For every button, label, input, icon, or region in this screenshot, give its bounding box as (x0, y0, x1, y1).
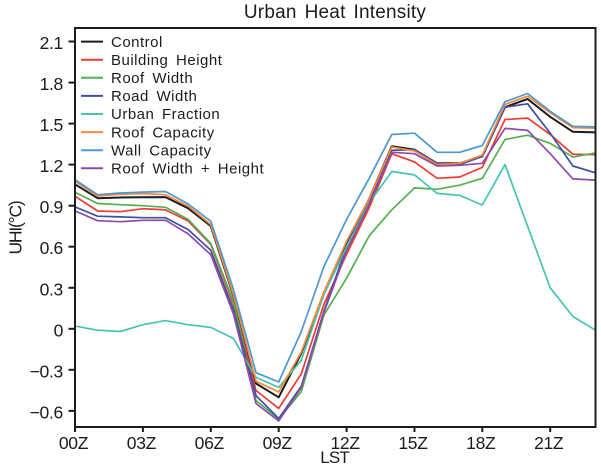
svg-text:12Z: 12Z (330, 433, 360, 453)
svg-text:1.5: 1.5 (40, 115, 63, 135)
svg-text:15Z: 15Z (398, 433, 428, 453)
svg-text:Urban Fraction: Urban Fraction (111, 106, 220, 123)
svg-text:Urban Heat Intensity: Urban Heat Intensity (244, 2, 426, 23)
svg-text:Control: Control (111, 34, 163, 51)
svg-text:1.2: 1.2 (40, 156, 63, 176)
svg-text:1.8: 1.8 (40, 74, 63, 94)
svg-text:21Z: 21Z (534, 433, 564, 453)
svg-text:2.1: 2.1 (40, 33, 63, 53)
svg-text:Roof Capacity: Roof Capacity (111, 124, 215, 141)
svg-text:0: 0 (54, 320, 64, 340)
svg-text:−0.3: −0.3 (30, 361, 63, 381)
svg-text:Roof Width: Roof Width (111, 70, 193, 87)
svg-text:−0.6: −0.6 (30, 402, 63, 422)
svg-text:06Z: 06Z (195, 433, 225, 453)
svg-text:09Z: 09Z (263, 433, 293, 453)
svg-text:0.3: 0.3 (40, 279, 63, 299)
svg-text:03Z: 03Z (127, 433, 157, 453)
svg-text:LST: LST (320, 448, 349, 467)
svg-text:0.9: 0.9 (40, 197, 63, 217)
svg-text:Roof Width + Height: Roof Width + Height (111, 161, 264, 178)
svg-text:Wall Capacity: Wall Capacity (111, 142, 212, 159)
svg-text:0.6: 0.6 (40, 238, 63, 258)
svg-text:Road Width: Road Width (111, 88, 197, 105)
svg-text:00Z: 00Z (59, 433, 89, 453)
svg-text:Building Height: Building Height (111, 52, 223, 69)
svg-text:18Z: 18Z (466, 433, 496, 453)
svg-text:UHI(°C): UHI(°C) (6, 201, 26, 254)
